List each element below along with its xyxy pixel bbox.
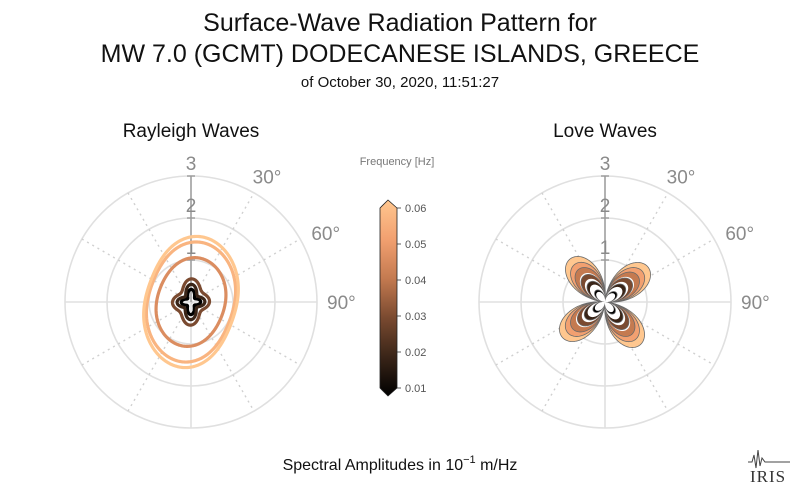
love-polar-plot: 1 2 3 30° 60° 90° — [478, 154, 770, 429]
figure-title-line1: Surface-Wave Radiation Pattern for — [203, 9, 597, 37]
iris-logo: IRIS — [748, 449, 790, 486]
rayleigh-angle-tick-label-2: 60° — [311, 224, 340, 245]
rayleigh-radial-tick-label-1: 1 — [186, 238, 197, 259]
colorbar-tick-label-1: 0.02 — [405, 347, 426, 359]
love-angle-tick-label-3: 90° — [741, 293, 770, 314]
colorbar-tick-label-3: 0.04 — [405, 275, 426, 287]
colorbar-tick-label-0: 0.01 — [405, 383, 426, 395]
colorbar-tick-label-2: 0.03 — [405, 311, 426, 323]
love-angle-tick-label-1: 30° — [667, 168, 696, 189]
rayleigh-panel-title: Rayleigh Waves — [123, 121, 260, 142]
rayleigh-series-3 — [154, 256, 228, 348]
rayleigh-series-4 — [144, 240, 238, 364]
figure-title-line2: MW 7.0 (GCMT) DODECANESE ISLANDS, GREECE — [101, 40, 700, 68]
rayleigh-series-5 — [142, 234, 240, 370]
love-radial-tick-label-1: 1 — [600, 238, 611, 259]
love-radial-tick-label-3: 3 — [600, 154, 611, 175]
colorbar-tick-label-5: 0.06 — [405, 203, 426, 215]
love-angle-tick-label-2: 60° — [725, 224, 754, 245]
love-series-inner-5 — [594, 291, 616, 313]
colorbar-tick-label-4: 0.05 — [405, 239, 426, 251]
rayleigh-angle-tick-label-1: 30° — [253, 168, 282, 189]
colorbar-title: Frequency [Hz] — [360, 156, 435, 168]
seismogram-icon — [748, 449, 790, 469]
rayleigh-angle-tick-label-3: 90° — [327, 293, 356, 314]
x-axis-label: Spectral Amplitudes in 10−1 m/Hz — [283, 454, 518, 474]
iris-logo-text: IRIS — [750, 467, 786, 486]
love-radial-tick-label-2: 2 — [600, 196, 611, 217]
rayleigh-radial-tick-label-2: 2 — [186, 196, 197, 217]
rayleigh-radial-tick-label-3: 3 — [186, 154, 197, 175]
rayleigh-series-2 — [170, 277, 212, 327]
colorbar-gradient — [379, 199, 398, 397]
rayleigh-polar-plot: 1 2 3 30° 60° 90° — [64, 154, 356, 429]
figure-subtitle: of October 30, 2020, 11:51:27 — [301, 74, 499, 91]
frequency-colorbar: 0.01 0.02 0.03 0.04 0.05 0.06 — [379, 199, 426, 397]
rayleigh-series-1 — [175, 282, 207, 322]
rayleigh-series-0 — [179, 287, 203, 317]
love-panel-title: Love Waves — [553, 121, 657, 142]
